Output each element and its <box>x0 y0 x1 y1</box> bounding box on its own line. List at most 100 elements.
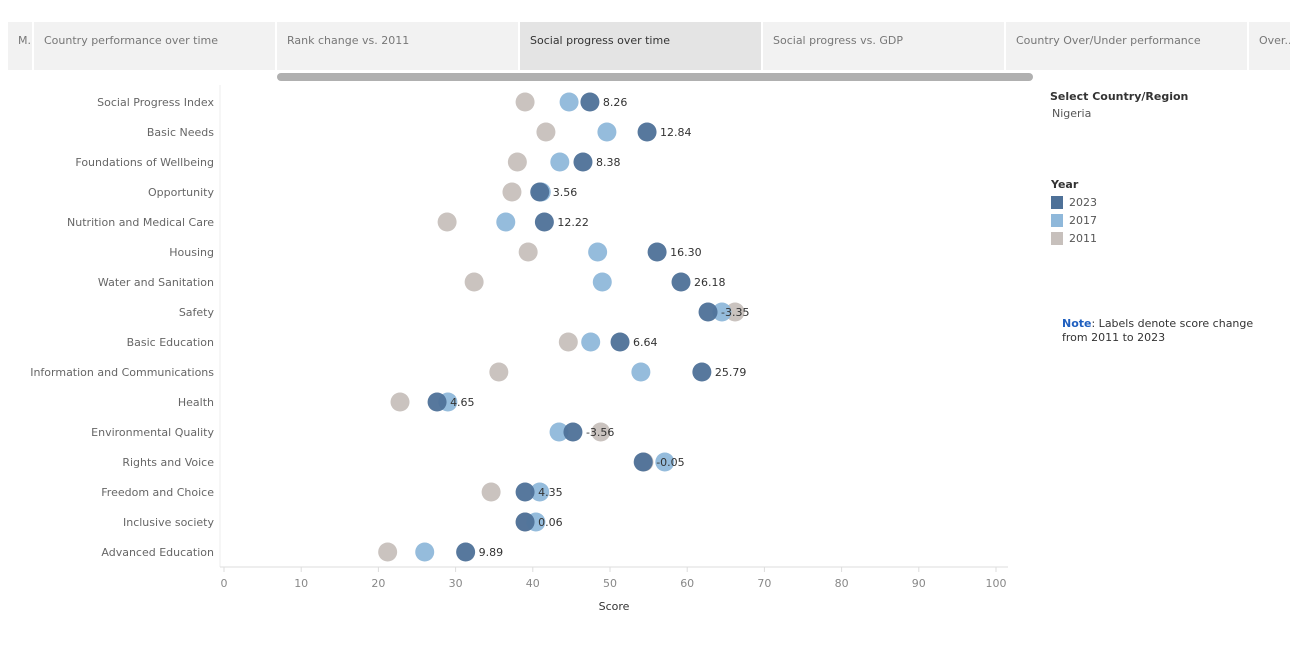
dot-2017 <box>588 242 608 262</box>
legend-item-2011[interactable]: 2011 <box>1051 232 1097 245</box>
dot-2011 <box>507 152 527 172</box>
category-label: Basic Education <box>127 336 214 349</box>
change-label: 9.89 <box>479 546 504 559</box>
filter-title: Select Country/Region <box>1050 90 1189 103</box>
category-label: Foundations of Wellbeing <box>75 156 214 169</box>
change-label: 25.79 <box>715 366 747 379</box>
legend-label: 2023 <box>1069 196 1097 209</box>
tab-6[interactable]: Over... <box>1249 22 1292 70</box>
legend-swatch <box>1051 232 1063 245</box>
x-tick-label: 100 <box>986 577 1007 590</box>
dot-2017 <box>655 452 675 472</box>
legend-title: Year <box>1051 178 1079 191</box>
category-label: Inclusive society <box>123 516 214 529</box>
change-label: 6.64 <box>633 336 658 349</box>
dot-2023 <box>530 182 550 202</box>
dot-2023 <box>456 542 476 562</box>
x-tick-label: 20 <box>371 577 385 590</box>
dot-2017 <box>496 212 516 232</box>
dot-2023 <box>515 512 535 532</box>
x-tick-label: 70 <box>757 577 771 590</box>
x-tick-label: 40 <box>526 577 540 590</box>
dot-2017 <box>530 482 550 502</box>
dot-2017 <box>559 92 579 112</box>
dot-2011 <box>518 242 538 262</box>
tab-scrollbar[interactable] <box>277 73 1033 81</box>
note-text: : Labels denote score change from 2011 t… <box>1062 317 1254 344</box>
dot-2023 <box>427 392 447 412</box>
x-tick-label: 90 <box>912 577 926 590</box>
category-label: Rights and Voice <box>122 456 214 469</box>
dot-2023 <box>698 302 718 322</box>
dot-2023 <box>515 482 535 502</box>
dot-2023 <box>580 92 600 112</box>
tab-4[interactable]: Social progress vs. GDP <box>763 22 1006 70</box>
category-label: Environmental Quality <box>91 426 214 439</box>
dot-2017 <box>597 122 617 142</box>
change-label: -3.35 <box>721 306 749 319</box>
legend-swatch <box>1051 214 1063 227</box>
dot-2017 <box>631 362 651 382</box>
note: Note: Labels denote score change from 20… <box>1062 317 1272 345</box>
legend-swatch <box>1051 196 1063 209</box>
category-label: Freedom and Choice <box>101 486 214 499</box>
dot-2011 <box>481 482 501 502</box>
x-tick-label: 30 <box>449 577 463 590</box>
dot-2017 <box>712 302 732 322</box>
legend-label: 2017 <box>1069 214 1097 227</box>
note-label: Note <box>1062 317 1092 330</box>
dot-2011 <box>437 212 457 232</box>
category-label: Housing <box>169 246 214 259</box>
dot-2011 <box>378 542 398 562</box>
change-label: 12.22 <box>557 216 589 229</box>
dot-2023 <box>610 332 630 352</box>
change-label: 0.06 <box>538 516 563 529</box>
category-label: Nutrition and Medical Care <box>67 216 214 229</box>
dot-2023 <box>692 362 712 382</box>
dot-2023 <box>534 212 554 232</box>
change-label: 8.38 <box>596 156 621 169</box>
dot-2023 <box>671 272 691 292</box>
dot-2011 <box>536 122 556 142</box>
category-label: Information and Communications <box>30 366 214 379</box>
dot-2011 <box>464 272 484 292</box>
dot-2017 <box>550 152 570 172</box>
tab-3[interactable]: Social progress over time <box>520 22 763 70</box>
category-label: Safety <box>179 306 215 319</box>
dot-2011 <box>558 332 578 352</box>
tab-5[interactable]: Country Over/Under performance <box>1006 22 1249 70</box>
tab-1[interactable]: Country performance over time <box>34 22 277 70</box>
x-axis-title: Score <box>599 600 630 613</box>
change-label: -0.05 <box>656 456 684 469</box>
change-label: 16.30 <box>670 246 702 259</box>
x-tick-label: 60 <box>680 577 694 590</box>
filter-value[interactable]: Nigeria <box>1052 107 1092 120</box>
x-tick-label: 50 <box>603 577 617 590</box>
dot-2011 <box>489 362 509 382</box>
tab-0[interactable]: M. <box>8 22 34 70</box>
legend-item-2017[interactable]: 2017 <box>1051 214 1097 227</box>
country-filter[interactable]: Select Country/Region Nigeria <box>1050 90 1188 120</box>
dot-2017 <box>549 422 569 442</box>
category-label: Water and Sanitation <box>98 276 214 289</box>
dot-2023 <box>633 452 653 472</box>
dot-2011 <box>502 182 522 202</box>
dot-2017 <box>415 542 435 562</box>
change-label: 4.35 <box>538 486 563 499</box>
tab-2[interactable]: Rank change vs. 2011 <box>277 22 520 70</box>
dot-plot: 0 10 20 30 40 50 60 70 80 90 100 Score Social Progre… <box>30 85 1008 613</box>
change-label: 4.65 <box>450 396 475 409</box>
dot-2023 <box>637 122 657 142</box>
dot-2011 <box>591 422 611 442</box>
legend-item-2023[interactable]: 2023 <box>1051 196 1097 209</box>
dot-2017 <box>592 272 612 292</box>
dot-2011 <box>390 392 410 412</box>
legend: Year 2023 2017 2011 <box>1051 178 1097 245</box>
x-tick-label: 10 <box>294 577 308 590</box>
x-tick-label: 80 <box>835 577 849 590</box>
dot-2017 <box>581 332 601 352</box>
x-tick-label: 0 <box>221 577 228 590</box>
category-label: Basic Needs <box>147 126 214 139</box>
change-label: 3.56 <box>553 186 578 199</box>
category-label: Health <box>178 396 214 409</box>
